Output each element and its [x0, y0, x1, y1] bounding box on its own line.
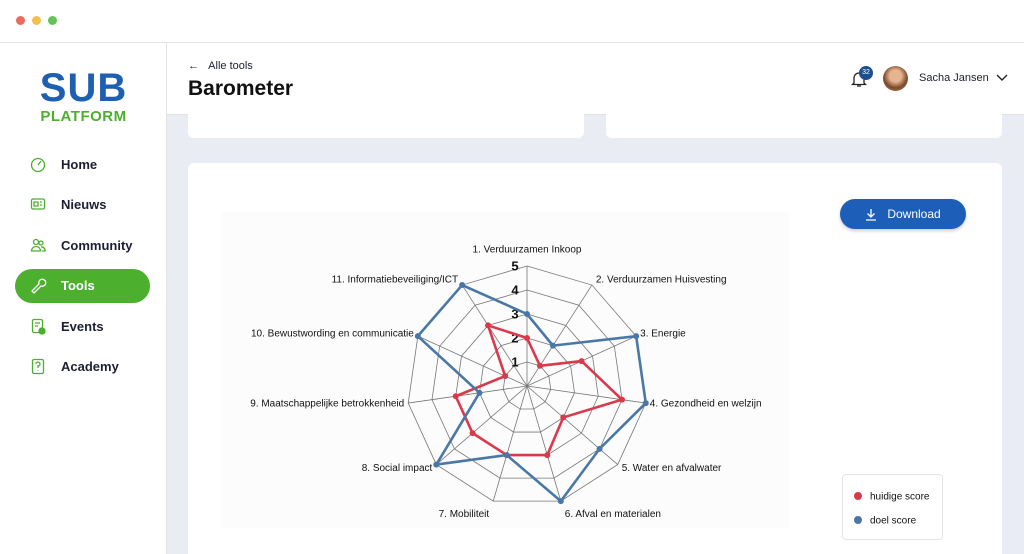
page-title: Barometer	[188, 77, 294, 100]
nav-label[interactable]: Tools	[61, 278, 95, 293]
nav-icon[interactable]	[30, 358, 47, 375]
data-point	[524, 311, 530, 317]
data-point	[476, 389, 483, 396]
nav-label[interactable]: Community	[61, 237, 133, 253]
window-bar	[0, 0, 1024, 43]
axis-label: 10. Bewustwording en communicatie	[251, 328, 414, 339]
nav-icon[interactable]	[30, 237, 47, 254]
axis-label: 2. Verduurzamen Huisvesting	[596, 275, 727, 286]
nav-icon[interactable]	[30, 318, 47, 335]
download-label[interactable]: Download	[887, 207, 941, 221]
data-point	[633, 333, 640, 340]
data-point	[596, 445, 603, 452]
data-point	[485, 322, 492, 329]
nav-item[interactable]: Academy	[15, 350, 150, 384]
spoke	[417, 335, 528, 387]
data-point	[503, 452, 510, 459]
window-minimize[interactable]	[32, 16, 41, 25]
spoke	[436, 385, 528, 465]
data-point	[536, 362, 543, 369]
axis-label: 5. Water en afvalwater	[622, 463, 722, 474]
logo-sub[interactable]: PLATFORM	[40, 108, 127, 125]
legend-marker	[854, 516, 862, 524]
data-point	[544, 452, 551, 459]
legend-label: huidige score	[870, 492, 930, 503]
radar-chart: 1 2 3 4 5 1. Verduurzamen Inkoop 2. Verduurzam…	[250, 245, 930, 527]
nav-icon[interactable]	[30, 277, 47, 294]
r-tick-label: 4	[511, 282, 519, 297]
nav-icon[interactable]	[30, 196, 47, 213]
window-close[interactable]	[16, 16, 25, 25]
legend-label: doel score	[870, 516, 917, 527]
download-button[interactable]: Download	[840, 199, 966, 229]
data-point	[560, 414, 567, 421]
logo[interactable]: SUB	[39, 66, 128, 110]
r-tick-label: 5	[511, 258, 518, 273]
axis-label: 6. Afval en materialen	[565, 509, 661, 520]
data-point	[459, 282, 466, 289]
nav-icon[interactable]	[30, 156, 47, 173]
axis-label: 7. Mobiliteit	[439, 509, 490, 520]
data-point	[619, 396, 626, 403]
back-link[interactable]: ← Alle tools	[188, 60, 253, 72]
axis-label: 9. Maatschappelijke betrokkenheid	[250, 399, 404, 410]
axis-label: 3. Energie	[640, 328, 686, 339]
data-point	[578, 358, 585, 365]
nav-item[interactable]: Events	[15, 309, 150, 343]
data-point	[452, 393, 459, 400]
spoke	[526, 385, 562, 502]
nav-label[interactable]: Events	[61, 318, 104, 334]
spoke	[526, 385, 646, 404]
card	[188, 100, 584, 138]
sidebar: SUB PLATFORM Home Nieuws Community Tools Eve…	[0, 43, 167, 554]
data-point	[549, 342, 556, 349]
nav-label[interactable]: Nieuws	[61, 197, 107, 212]
data-point	[502, 373, 509, 380]
axis-label: 8. Social impact	[362, 463, 433, 474]
r-tick-label: 3	[511, 306, 518, 321]
spoke	[526, 284, 593, 387]
spoke	[408, 385, 528, 404]
nav-label[interactable]: Home	[61, 156, 98, 172]
axis-label: 11. Informatiebeveiliging/ICT	[332, 275, 459, 286]
nav-label[interactable]: Academy	[61, 359, 119, 374]
legend-marker	[854, 492, 862, 500]
nav-item[interactable]: Community	[15, 228, 150, 262]
data-point	[414, 333, 421, 340]
window-maximize[interactable]	[48, 16, 57, 25]
notification-badge[interactable]: 32	[859, 66, 873, 80]
data-point	[557, 498, 564, 505]
nav-item[interactable]: Nieuws	[15, 188, 150, 222]
back-link-text[interactable]: Alle tools	[208, 60, 253, 72]
r-tick-label: 2	[511, 330, 518, 345]
card	[606, 100, 1002, 138]
data-point	[433, 461, 440, 468]
download-icon[interactable]	[865, 208, 877, 221]
user-name[interactable]: Sacha Jansen	[919, 72, 989, 84]
legend-box	[842, 474, 943, 540]
spoke	[492, 385, 528, 502]
axis-label: 1. Verduurzamen Inkoop	[473, 245, 582, 256]
data-point	[469, 430, 476, 437]
data-point	[524, 335, 530, 341]
series-line	[416, 283, 648, 503]
chevron[interactable]	[996, 74, 1008, 82]
nav-item[interactable]: Home	[15, 147, 150, 181]
nav-item[interactable]: Tools	[15, 268, 150, 303]
spoke	[526, 385, 618, 465]
series-line	[454, 324, 624, 457]
r-tick-label: 1	[511, 354, 518, 369]
axis-label: 4. Gezondheid en welzijn	[650, 399, 762, 410]
chart-area	[222, 212, 790, 528]
spoke	[461, 284, 528, 387]
chart-card: 1 2 3 4 5 1. Verduurzamen Inkoop 2. Verduurzam…	[188, 163, 1002, 554]
data-point	[642, 400, 649, 407]
avatar[interactable]	[883, 66, 908, 91]
